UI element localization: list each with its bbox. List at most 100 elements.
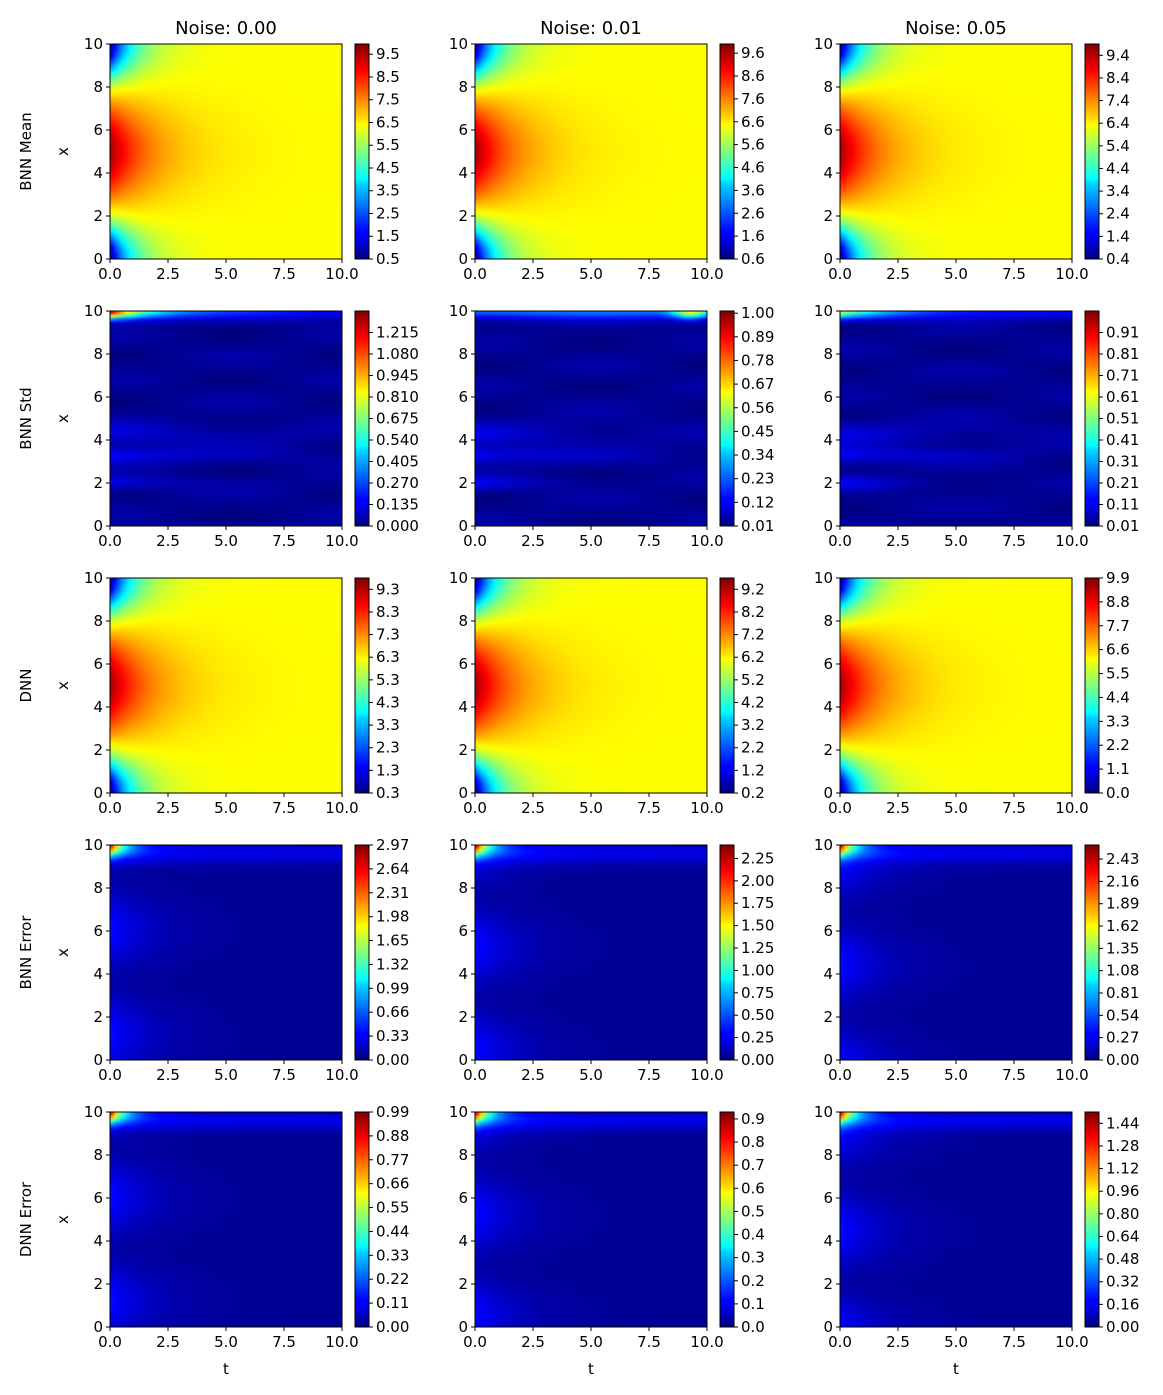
x-axis-label-0: t [223,1360,229,1378]
y-tick-label: 8 [823,879,833,897]
heatmap-image [840,311,1072,526]
colorbar [719,310,735,527]
colorbar-tick-label: 2.5 [376,204,400,222]
colorbar-tick-label: 7.4 [1106,92,1130,110]
colorbar-tick-label: 3.2 [741,716,765,734]
y-tick-label: 2 [93,1008,103,1026]
colorbar-tick-label: 0.7 [741,1156,765,1174]
colorbar-tick-label: 1.35 [1106,939,1139,957]
x-tick-label: 10.0 [325,265,358,283]
x-tick-label: 10.0 [1055,265,1088,283]
colorbar-tick-label: 0.810 [376,388,419,406]
x-tick-label: 5.0 [579,1066,603,1084]
y-tick-label: 4 [458,698,468,716]
colorbar-tick-label: 0.6 [741,1179,765,1197]
colorbar [354,577,370,794]
y-tick-label: 10 [814,302,833,320]
colorbar-tick-label: 2.00 [741,872,774,890]
colorbar-tick-label: 0.270 [376,474,419,492]
x-tick-label: 0.0 [98,265,122,283]
colorbar-tick-label: 0.11 [376,1294,409,1312]
x-tick-label: 7.5 [272,532,296,550]
colorbar-tick-label: 9.4 [1106,46,1130,64]
y-tick-label: 4 [823,965,833,983]
heatmap-image [110,845,342,1060]
y-tick-label: 0 [823,784,833,802]
colorbar-tick-label: 3.5 [376,182,400,200]
x-tick-label: 10.0 [325,532,358,550]
colorbar [1084,310,1100,527]
colorbar-tick-label: 0.12 [741,493,774,511]
x-tick-label: 10.0 [325,1333,358,1351]
x-tick-label: 5.0 [214,1066,238,1084]
y-tick-label: 8 [93,345,103,363]
colorbar-tick-label: 6.2 [741,648,765,666]
y-tick-label: 2 [458,1008,468,1026]
panel-r1-c0: 0.0 2.5 5.0 7.5 10.0 0 2 4 6 8 10 0.000 0.135 0.270 0.… [84,302,419,550]
colorbar-tick-label: 7.2 [741,626,765,644]
x-tick-label: 5.0 [579,265,603,283]
colorbar-tick-label: 0.91 [1106,324,1139,342]
y-tick-label: 2 [93,1275,103,1293]
x-tick-label: 2.5 [886,799,910,817]
row-label-0: BNN Mean [17,112,35,190]
x-tick-label: 10.0 [690,1333,723,1351]
colorbar-tick-label: 0.22 [376,1270,409,1288]
colorbar-tick-label: 0.80 [1106,1205,1139,1223]
x-tick-label: 5.0 [944,265,968,283]
x-tick-label: 5.0 [944,1333,968,1351]
x-tick-label: 2.5 [156,1333,180,1351]
panel-r3-c0: 0.0 2.5 5.0 7.5 10.0 0 2 4 6 8 10 0.00 0.33 0.66 0.99 1… [84,836,410,1084]
heatmap-image [475,578,707,793]
x-tick-label: 10.0 [1055,1066,1088,1084]
x-tick-label: 0.0 [828,1066,852,1084]
x-tick-label: 2.5 [156,532,180,550]
y-tick-label: 6 [93,388,103,406]
panel-r0-c1: 0.0 2.5 5.0 7.5 10.0 0 2 4 6 8 10 0.6 1.6 2.6 3.6 4.6 5.… [449,35,765,283]
y-tick-label: 0 [93,1051,103,1069]
colorbar-tick-label: 0.33 [376,1246,409,1264]
colorbar-tick-label: 0.88 [376,1127,409,1145]
colorbar-tick-label: 2.3 [376,739,400,757]
y-tick-label: 8 [823,612,833,630]
colorbar-tick-label: 1.2 [741,761,765,779]
colorbar-tick-label: 7.3 [376,626,400,644]
colorbar-tick-label: 0.0 [741,1318,765,1336]
y-tick-label: 10 [84,302,103,320]
y-tick-label: 8 [823,78,833,96]
x-tick-label: 10.0 [325,1066,358,1084]
x-tick-label: 0.0 [828,799,852,817]
colorbar-tick-label: 0.6 [741,250,765,268]
y-tick-label: 0 [458,1051,468,1069]
x-tick-label: 0.0 [98,799,122,817]
colorbar-tick-label: 1.1 [1106,760,1130,778]
y-tick-label: 6 [823,1189,833,1207]
y-tick-label: 6 [458,655,468,673]
colorbar-tick-label: 6.6 [1106,641,1130,659]
y-tick-label: 0 [823,1318,833,1336]
colorbar-tick-label: 0.51 [1106,410,1139,428]
colorbar-tick-label: 0.135 [376,496,419,514]
colorbar-tick-label: 0.34 [741,446,774,464]
colorbar-tick-label: 0.5 [741,1202,765,1220]
x-tick-label: 7.5 [272,265,296,283]
colorbar-tick-label: 4.4 [1106,159,1130,177]
x-tick-label: 5.0 [214,265,238,283]
colorbar [719,1111,735,1328]
colorbar-tick-label: 8.6 [741,67,765,85]
colorbar-tick-label: 0.31 [1106,453,1139,471]
colorbar-tick-label: 0.41 [1106,431,1139,449]
colorbar-tick-label: 0.9 [741,1110,765,1128]
colorbar-tick-label: 1.25 [741,939,774,957]
colorbar-tick-label: 3.3 [1106,712,1130,730]
colorbar [354,1111,370,1328]
colorbar-tick-label: 8.4 [1106,69,1130,87]
colorbar-tick-label: 0.54 [1106,1006,1139,1024]
x-tick-label: 2.5 [886,265,910,283]
x-axis-label-2: t [953,1360,959,1378]
colorbar-tick-label: 0.3 [741,1249,765,1267]
colorbar-tick-label: 1.6 [741,227,765,245]
colorbar-tick-label: 6.5 [376,113,400,131]
y-tick-label: 10 [84,35,103,53]
colorbar-tick-label: 1.89 [1106,895,1139,913]
